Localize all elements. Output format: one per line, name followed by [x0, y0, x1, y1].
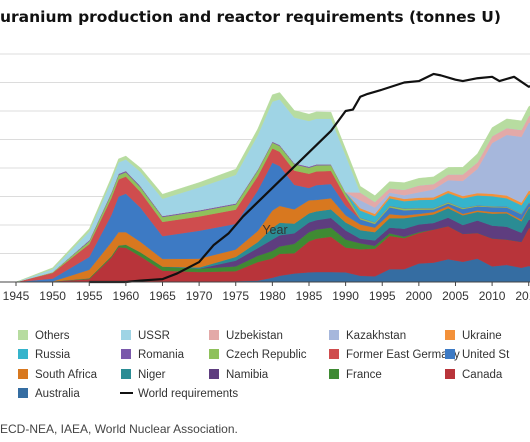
legend-swatch [209, 349, 219, 359]
x-tick-label: 1945 [3, 289, 30, 303]
legend-swatch [18, 330, 28, 340]
legend-label: Kazakhstan [346, 330, 406, 342]
legend-swatch [329, 369, 339, 379]
legend-label: Australia [35, 388, 80, 400]
legend-label: Former East Germany [346, 349, 460, 361]
area-others [15, 92, 530, 283]
x-tick-label: 2010 [479, 289, 506, 303]
legend-label: Uzbekistan [226, 330, 283, 342]
legend-swatch [18, 369, 28, 379]
legend-swatch [121, 369, 131, 379]
legend-label: France [346, 369, 382, 381]
legend-swatch [329, 349, 339, 359]
x-tick-label: 1955 [76, 289, 103, 303]
x-tick-label: 1975 [222, 289, 249, 303]
requirements-line-group [89, 72, 530, 284]
legend-swatch [445, 330, 455, 340]
chart: 1945 1950 1955 1960 1965 1970 1975 1980 1985 1990… [0, 53, 530, 400]
legend-label: United St [462, 349, 510, 361]
legend-label: Namibia [226, 369, 269, 381]
legend-swatch [18, 388, 28, 398]
legend: Others USSR Uzbekistan Kazakhstan Ukraine Rus… [18, 330, 510, 400]
legend-label: Russia [35, 349, 71, 361]
x-axis: 1945 1950 1955 1960 1965 1970 1975 1980 1985 1990… [0, 281, 530, 303]
legend-label: Others [35, 330, 70, 342]
x-tick-label: 2015 [515, 289, 530, 303]
legend-label: Romania [138, 349, 185, 361]
chart-title: uranium production and reactor requireme… [0, 8, 501, 26]
x-tick-label: 1960 [113, 289, 140, 303]
legend-swatch [121, 349, 131, 359]
x-tick-label: 1985 [296, 289, 323, 303]
legend-label: Ukraine [462, 330, 502, 342]
x-tick-label: 1990 [332, 289, 359, 303]
x-tick-label: 1995 [369, 289, 396, 303]
legend-label: Canada [462, 369, 503, 381]
source-note: ECD-NEA, IAEA, World Nuclear Association… [0, 422, 238, 436]
x-axis-title: Year [262, 223, 287, 237]
legend-label: World requirements [138, 388, 238, 400]
legend-swatch [209, 330, 219, 340]
legend-label: South Africa [35, 369, 98, 381]
legend-swatch [445, 369, 455, 379]
legend-swatch [445, 349, 455, 359]
x-tick-label: 2000 [406, 289, 433, 303]
legend-label: USSR [138, 330, 170, 342]
x-tick-label: 1950 [39, 289, 66, 303]
legend-swatch [121, 330, 131, 340]
x-tick-label: 1980 [259, 289, 286, 303]
legend-swatch [329, 330, 339, 340]
legend-swatch [18, 349, 28, 359]
legend-label: Czech Republic [226, 349, 307, 361]
world-requirements-line [89, 72, 530, 284]
x-tick-label: 2005 [442, 289, 469, 303]
x-tick-label: 1970 [186, 289, 213, 303]
legend-label: Niger [138, 369, 166, 381]
legend-swatch [209, 369, 219, 379]
x-tick-label: 1965 [149, 289, 176, 303]
